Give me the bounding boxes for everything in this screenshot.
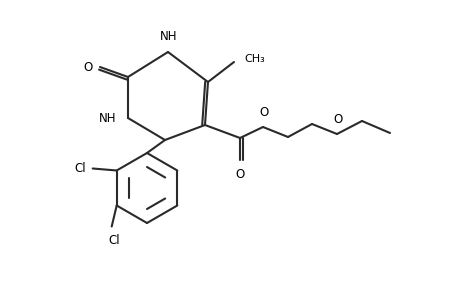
- Text: Cl: Cl: [74, 162, 85, 175]
- Text: O: O: [84, 61, 93, 74]
- Text: O: O: [259, 106, 268, 119]
- Text: NH: NH: [160, 30, 177, 43]
- Text: NH: NH: [98, 112, 116, 124]
- Text: O: O: [235, 168, 244, 181]
- Text: Cl: Cl: [108, 233, 119, 247]
- Text: CH₃: CH₃: [243, 54, 264, 64]
- Text: O: O: [333, 113, 342, 126]
